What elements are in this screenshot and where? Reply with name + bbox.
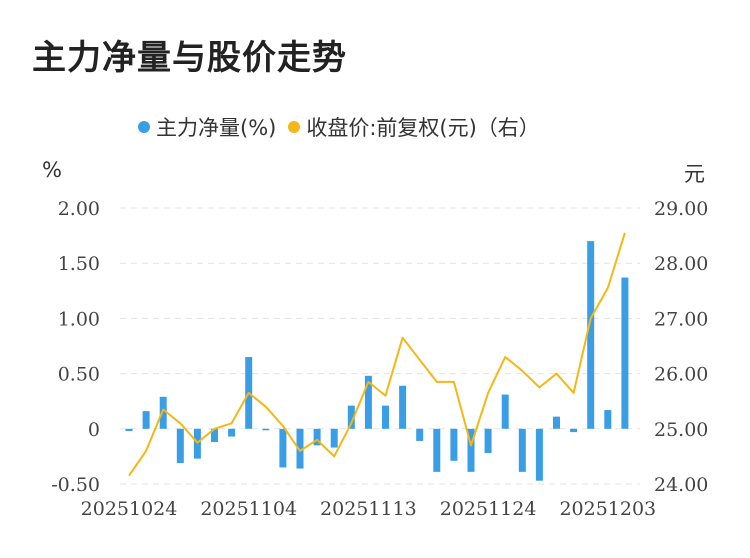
- bar: [313, 428, 321, 446]
- bar: [416, 428, 424, 441]
- bar: [364, 375, 372, 429]
- legend-item-line[interactable]: 收盘价:前复权(元)（右）: [288, 112, 540, 142]
- left-axis-unit: %: [42, 158, 62, 182]
- bar: [125, 428, 133, 432]
- x-tick-label: 20251124: [440, 498, 537, 520]
- right-tick-label: 25.00: [654, 419, 708, 441]
- left-tick-label: -0.50: [51, 474, 100, 496]
- right-tick-label: 29.00: [654, 198, 708, 220]
- legend-item-bar[interactable]: 主力净量(%): [138, 112, 276, 142]
- bar: [347, 405, 355, 429]
- bar: [467, 428, 475, 472]
- x-tick-label: 20251113: [320, 498, 417, 520]
- bar: [330, 428, 338, 448]
- bar: [262, 428, 270, 431]
- bar: [159, 396, 167, 429]
- left-tick-label: 1.50: [58, 253, 100, 275]
- x-tick-label: 20251203: [559, 498, 656, 520]
- bar: [587, 241, 595, 429]
- legend-line-dot-icon: [288, 121, 301, 133]
- bar: [399, 385, 407, 429]
- bar: [382, 405, 389, 429]
- bar: [501, 394, 509, 429]
- x-tick-label: 20251104: [200, 498, 297, 520]
- bar: [176, 428, 184, 464]
- right-tick-label: 26.00: [654, 364, 708, 386]
- bar: [228, 428, 236, 437]
- bar: [535, 428, 543, 481]
- legend-line-label: 收盘价:前复权(元)（右）: [306, 116, 540, 140]
- right-tick-label: 27.00: [654, 308, 708, 330]
- legend: 主力净量(%) 收盘价:前复权(元)（右）: [138, 112, 552, 142]
- legend-bar-dot-icon: [138, 121, 150, 133]
- bar: [279, 428, 287, 468]
- price-line: [128, 232, 626, 477]
- left-tick-label: 2.00: [58, 198, 100, 220]
- bar: [142, 411, 150, 429]
- right-tick-label: 28.00: [654, 253, 708, 275]
- bar: [621, 277, 629, 429]
- chart-title: 主力净量与股价走势: [32, 38, 347, 78]
- right-axis-unit: 元: [684, 162, 705, 186]
- bar: [211, 428, 218, 443]
- bar: [518, 428, 526, 472]
- legend-bar-label: 主力净量(%): [156, 116, 277, 140]
- left-tick-label: 1.00: [58, 308, 100, 330]
- left-tick-label: 0.50: [58, 364, 100, 386]
- bar: [570, 428, 578, 433]
- bar: [604, 410, 612, 429]
- bar: [193, 428, 201, 459]
- bar: [296, 428, 304, 469]
- bar: [553, 416, 560, 429]
- left-tick-label: 0: [88, 419, 100, 441]
- bar: [433, 428, 441, 472]
- right-tick-label: 24.00: [654, 474, 708, 496]
- x-tick-label: 20251024: [81, 498, 178, 520]
- bar: [450, 428, 458, 461]
- bar: [484, 428, 492, 454]
